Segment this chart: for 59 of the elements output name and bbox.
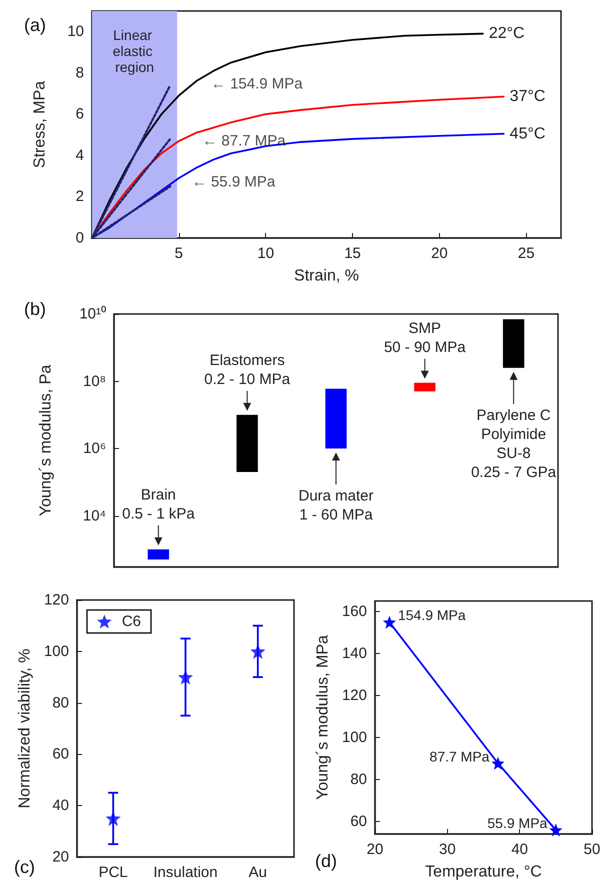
text: (d) bbox=[315, 851, 337, 871]
y-tick-label: 80 bbox=[52, 694, 69, 712]
y-tick-label: 8 bbox=[76, 64, 84, 82]
x-tick-label: 50 bbox=[584, 841, 600, 858]
y-tick-label: 100 bbox=[44, 642, 69, 660]
y-tick-label: 140 bbox=[342, 644, 367, 662]
y-tick-label: 60 bbox=[350, 812, 367, 830]
y-axis-title: Normalized viability, % bbox=[16, 648, 34, 808]
y-tick-label: 2 bbox=[76, 188, 84, 206]
data-label: Brain 0.5 - 1 kPa bbox=[122, 486, 196, 522]
y-tick-label: 10¹⁰ bbox=[79, 306, 106, 322]
y-tick-label: 10 bbox=[67, 23, 84, 40]
x-tick-label: 10 bbox=[257, 245, 274, 262]
annotation: ← 55.9 MPa bbox=[192, 174, 276, 191]
y-tick-label: 60 bbox=[52, 746, 69, 763]
text: (a) bbox=[24, 15, 46, 35]
data-label: Parylene C Polyimide SU-8 0.25 - 7 GPa bbox=[471, 406, 557, 481]
y-tick-label: 120 bbox=[44, 592, 69, 608]
legend-label: C6 bbox=[122, 613, 142, 630]
y-tick-label: 10⁶ bbox=[83, 440, 106, 458]
x-tick-label: 30 bbox=[438, 841, 456, 858]
y-tick-label: 40 bbox=[52, 797, 69, 814]
y-tick-label: 4 bbox=[76, 146, 84, 164]
text: (b) bbox=[24, 299, 46, 319]
y-tick-label: 0 bbox=[76, 230, 84, 246]
y-axis-title: Stress, MPa bbox=[32, 80, 48, 168]
x-tick-label: Insulation bbox=[153, 864, 218, 881]
annotation: ← 154.9 MPa bbox=[210, 76, 304, 93]
series-label: 45°C bbox=[510, 125, 546, 142]
x-tick-label: Au bbox=[248, 864, 268, 881]
x-axis-title: Strain, % bbox=[294, 268, 359, 284]
x-tick-label: 20 bbox=[366, 841, 384, 858]
x-tick-label: 40 bbox=[511, 841, 528, 858]
data-label: SMP 50 - 90 MPa bbox=[384, 320, 466, 356]
x-tick-label: 15 bbox=[344, 245, 361, 262]
y-tick-label: 10⁴ bbox=[82, 507, 106, 524]
annotation: ← 87.7 MPa bbox=[202, 132, 286, 150]
x-tick-label: 25 bbox=[518, 245, 535, 262]
x-axis-title: Temperature, °C bbox=[425, 864, 542, 880]
data-label: 55.9 MPa bbox=[487, 815, 548, 832]
y-tick-label: 80 bbox=[350, 770, 367, 788]
data-label: 154.9 MPa bbox=[398, 607, 466, 624]
data-label: Dura mater 1 - 60 MPa bbox=[298, 488, 374, 524]
y-tick-label: 160 bbox=[342, 602, 367, 620]
series-label: 22°C bbox=[488, 25, 525, 42]
y-tick-label: 100 bbox=[342, 728, 367, 746]
y-axis-title: Young´s modulus, Pa bbox=[38, 364, 54, 516]
y-tick-label: 10⁸ bbox=[82, 372, 106, 390]
text: (c) bbox=[14, 857, 35, 877]
series-label: 37°C bbox=[510, 88, 546, 106]
data-label: Elastomers 0.2 - 10 MPa bbox=[204, 352, 291, 388]
y-tick-label: 6 bbox=[76, 106, 84, 123]
x-tick-label: 5 bbox=[174, 245, 184, 262]
band-label: Linear elastic region bbox=[112, 27, 156, 75]
x-tick-label: 20 bbox=[431, 245, 448, 262]
y-axis-title: Young´s modulus, MPa bbox=[314, 634, 332, 800]
x-tick-label: PCL bbox=[98, 864, 128, 881]
y-tick-label: 120 bbox=[342, 686, 367, 704]
data-label: 87.7 MPa bbox=[430, 748, 490, 764]
